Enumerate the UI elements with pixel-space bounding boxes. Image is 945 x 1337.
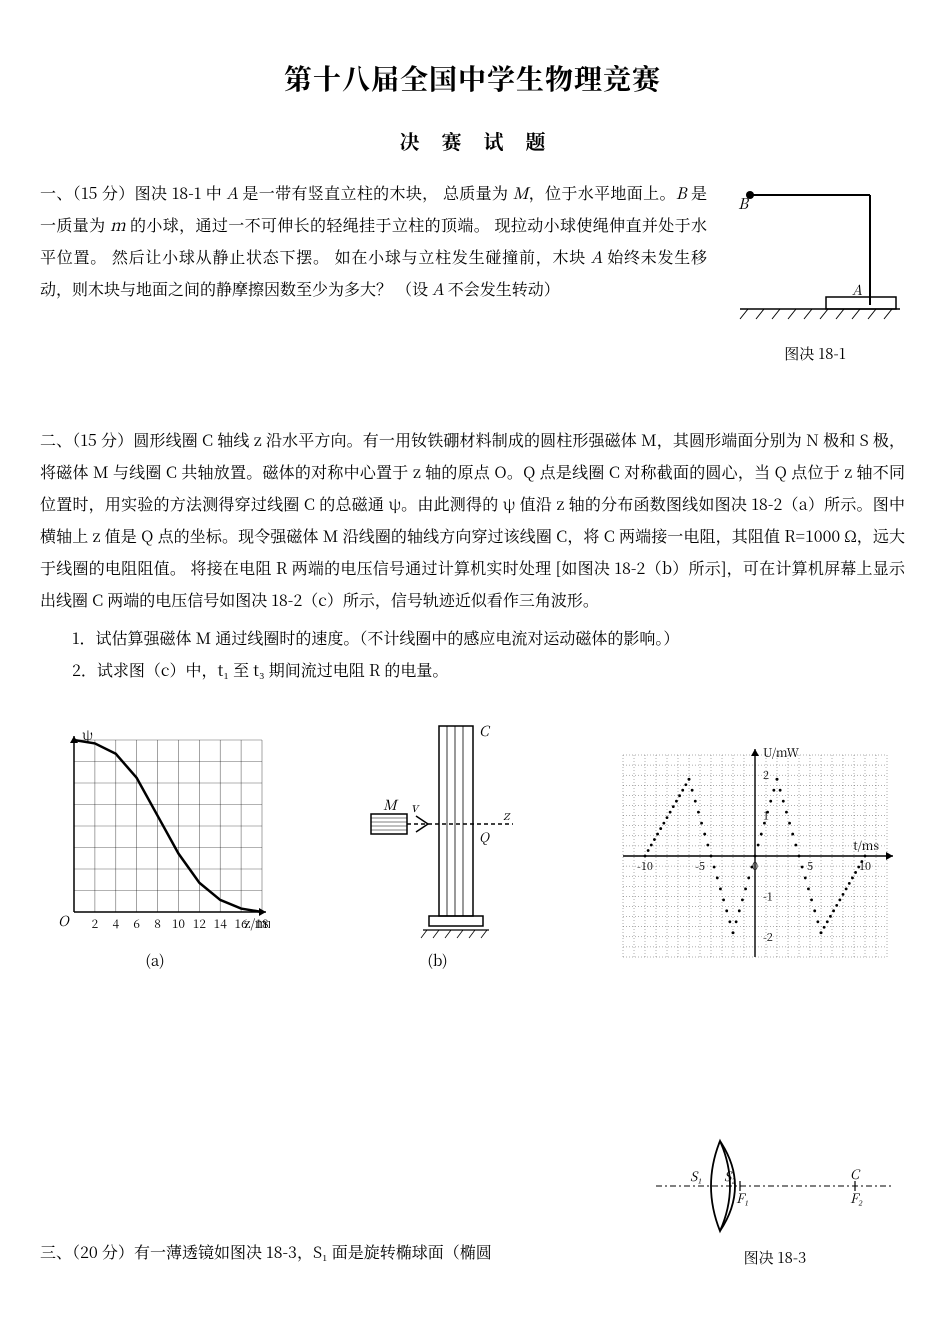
chart-b-Q: Q xyxy=(479,827,491,846)
q2-paragraph: 二、（15 分）圆形线圈 C 轴线 z 沿水平方向。有一用钕铁硼材料制成的圆柱形… xyxy=(40,424,905,616)
fig3-F2: F₂ xyxy=(850,1188,863,1207)
svg-text:-10: -10 xyxy=(637,858,653,874)
svg-text:10: 10 xyxy=(859,858,871,874)
svg-text:6: 6 xyxy=(133,915,140,932)
chart-a-svg: 24681012141618Oψz/mm xyxy=(40,726,270,946)
q1-m: m xyxy=(110,213,126,236)
q2-body: 圆形线圈 C 轴线 z 沿水平方向。有一用钕铁硼材料制成的圆柱形强磁体 M，其圆… xyxy=(40,428,905,611)
chart-b-M: M xyxy=(383,795,399,815)
fig-18-1-svg: B A xyxy=(730,177,900,337)
page: 第十八届全国中学生物理竞赛 决赛试题 一、（15 分）图决 18-1 中 A 是… xyxy=(0,0,945,1308)
svg-text:-5: -5 xyxy=(695,858,705,874)
chart-b-label: (b) xyxy=(427,950,447,971)
chart-b-v: v xyxy=(411,797,420,816)
svg-text:0: 0 xyxy=(752,858,758,874)
q2-sub2: 2．试求图（c）中，t₁ 至 t₃ 期间流过电阻 R 的电量。 xyxy=(40,654,905,686)
figure-18-2a: 24681012141618Oψz/mm (a) xyxy=(40,726,270,971)
svg-text:2: 2 xyxy=(763,767,769,783)
figure-18-2c: -10 -5 0 5 10 -2 -1 1 2 U/mW t/ms xyxy=(605,741,905,971)
q2-sub1: 1．试估算强磁体 M 通过线圈时的速度。（不计线圈中的感应电流对运动磁体的影响。… xyxy=(40,622,905,654)
svg-text:14: 14 xyxy=(214,915,228,932)
page-subtitle: 决赛试题 xyxy=(40,126,905,155)
svg-text:2: 2 xyxy=(92,915,99,932)
q1-B: B xyxy=(676,181,687,204)
svg-text:8: 8 xyxy=(154,915,161,932)
question-1: 一、（15 分）图决 18-1 中 A 是一带有竖直立柱的木块， 总质量为 M，… xyxy=(40,177,905,364)
question-2: 二、（15 分）圆形线圈 C 轴线 z 沿水平方向。有一用钕铁硼材料制成的圆柱形… xyxy=(40,424,905,971)
svg-text:-1: -1 xyxy=(763,888,773,904)
q1-A1: A xyxy=(226,181,238,204)
q1-t1: 是一带有竖直立柱的木块， 总质量为 xyxy=(238,181,513,204)
svg-text:1: 1 xyxy=(763,808,769,824)
q3-body: 有一薄透镜如图决 18-3，S₁ 面是旋转椭球面（椭圆 xyxy=(134,1240,492,1263)
figure-18-2b: M v C z Q (b) xyxy=(353,716,523,971)
q2-subquestions: 1．试估算强磁体 M 通过线圈时的速度。（不计线圈中的感应电流对运动磁体的影响。… xyxy=(40,622,905,686)
q1-t6: 不会发生转动） xyxy=(444,277,560,300)
chart-b-z: z xyxy=(503,805,511,824)
svg-text:U/mW: U/mW xyxy=(763,744,800,761)
fig-18-3-svg: S₁ S₂ C F₁ F₂ xyxy=(650,1131,900,1241)
chart-c-svg: -10 -5 0 5 10 -2 -1 1 2 U/mW t/ms xyxy=(605,741,905,971)
question-3-text: 三、（20 分）有一薄透镜如图决 18-3，S₁ 面是旋转椭球面（椭圆 xyxy=(40,1236,625,1268)
figure-18-3: S₁ S₂ C F₁ F₂ 图决 18-3 xyxy=(645,1131,905,1268)
q1-A3: A xyxy=(432,277,444,300)
page-title: 第十八届全国中学生物理竞赛 xyxy=(40,58,905,98)
svg-text:ψ: ψ xyxy=(82,726,93,745)
q1-A2: A xyxy=(591,245,603,268)
question-3: 三、（20 分）有一薄透镜如图决 18-3，S₁ 面是旋转椭球面（椭圆 S₁ S… xyxy=(40,1131,905,1268)
svg-text:O: O xyxy=(58,911,71,931)
q1-t2: ，位于水平地面上。 xyxy=(528,181,675,204)
q2-prefix: 二、（15 分） xyxy=(40,428,133,451)
q3-prefix: 三、（20 分） xyxy=(40,1240,134,1263)
chart-b-svg: M v C z Q xyxy=(353,716,523,946)
svg-text:12: 12 xyxy=(193,915,207,932)
q1-paragraph: 一、（15 分）图决 18-1 中 A 是一带有竖直立柱的木块， 总质量为 M，… xyxy=(40,177,707,305)
fig1-caption: 图决 18-1 xyxy=(784,343,846,364)
svg-text:10: 10 xyxy=(172,915,185,932)
fig3-F1: F₁ xyxy=(736,1188,749,1207)
fig1-A-label: A xyxy=(852,280,863,300)
svg-text:5: 5 xyxy=(807,858,813,874)
svg-text:-2: -2 xyxy=(763,929,773,945)
svg-text:z/mm: z/mm xyxy=(244,913,270,932)
fig3-S1: S₁ xyxy=(690,1166,702,1185)
figure-18-2-row: 24681012141618Oψz/mm (a) xyxy=(40,716,905,971)
q1-M: M xyxy=(513,181,529,204)
q1-t0: 图决 18-1 中 xyxy=(135,181,227,204)
q1-prefix: 一、（15 分） xyxy=(40,181,135,204)
fig3-S2: S₂ xyxy=(724,1166,736,1185)
fig3-caption: 图决 18-3 xyxy=(744,1247,807,1268)
fig3-C: C xyxy=(850,1164,861,1183)
chart-a-label: (a) xyxy=(145,950,164,971)
svg-text:t/ms: t/ms xyxy=(853,837,879,854)
chart-b-C: C xyxy=(479,721,491,741)
question-1-text: 一、（15 分）图决 18-1 中 A 是一带有竖直立柱的木块， 总质量为 M，… xyxy=(40,177,707,305)
svg-text:4: 4 xyxy=(112,915,119,932)
spacer-1 xyxy=(40,364,905,424)
q3-paragraph: 三、（20 分）有一薄透镜如图决 18-3，S₁ 面是旋转椭球面（椭圆 xyxy=(40,1236,625,1268)
figure-18-1: B A 图决 18-1 xyxy=(725,177,905,364)
